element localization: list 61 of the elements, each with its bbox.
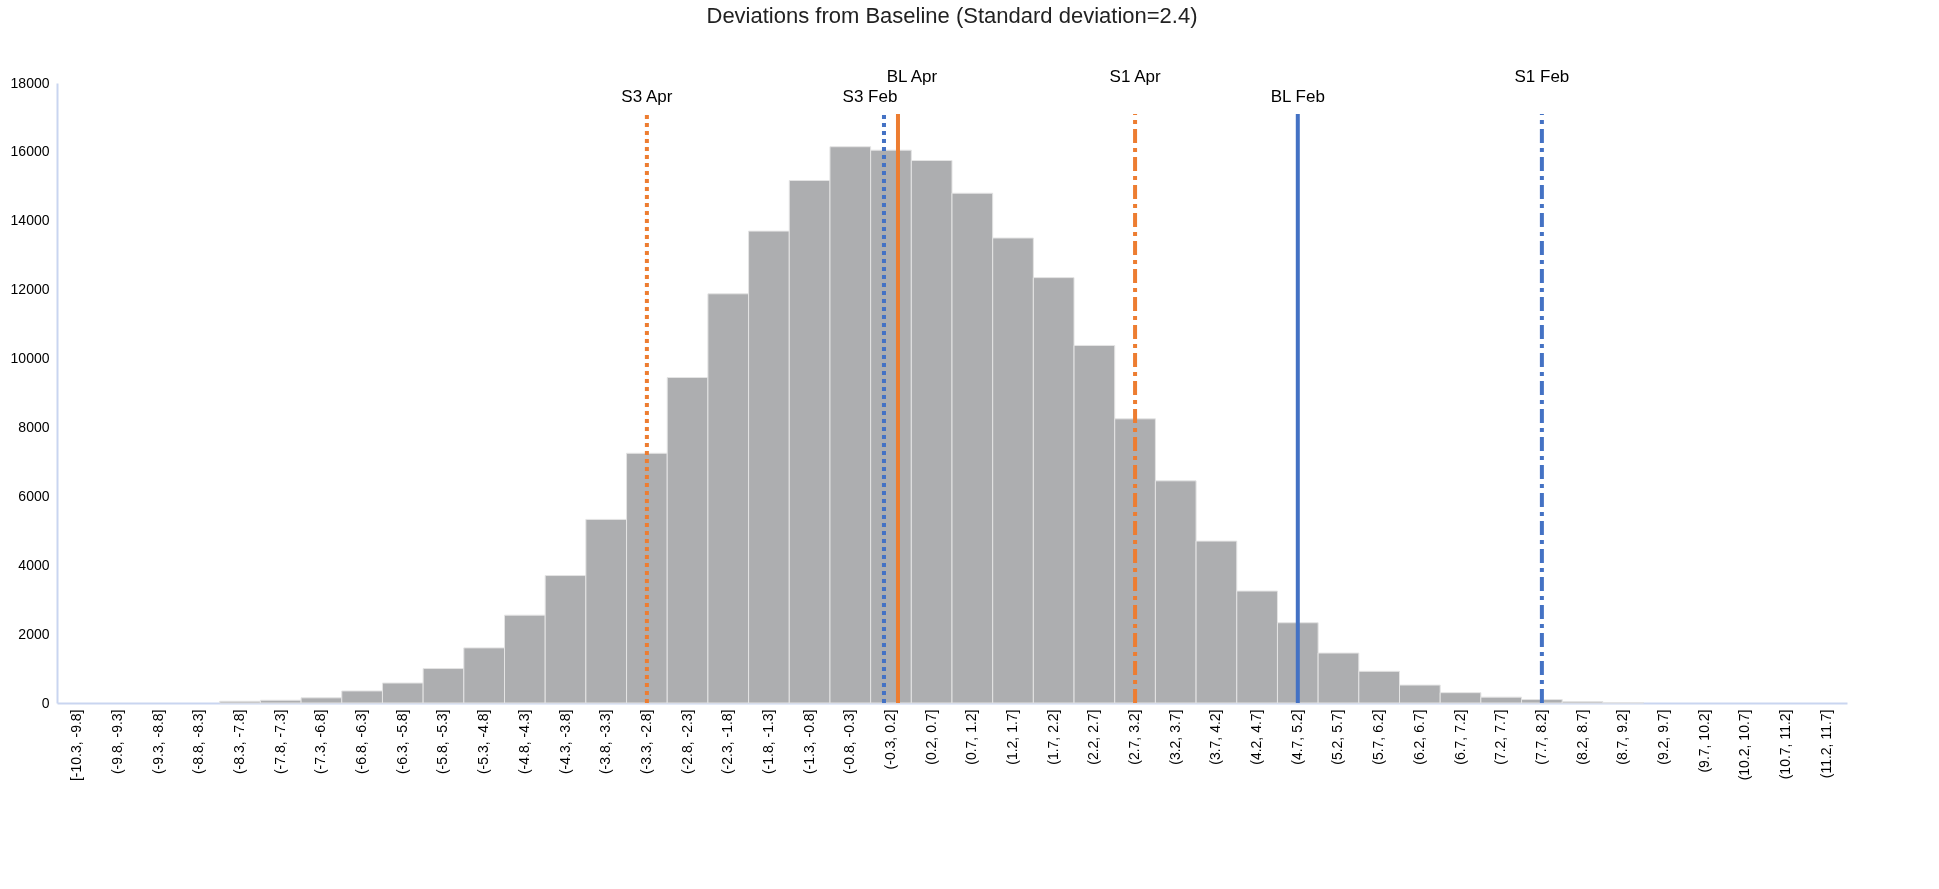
x-tick-label: (3.2, 3.7] (1166, 709, 1183, 765)
x-tick-label: (6.7, 7.2] (1451, 709, 1468, 765)
ref-line-label: S3 Feb (842, 87, 898, 106)
x-tick-label: (-6.8, -6.3] (353, 709, 370, 775)
ref-line-label: S1 Apr (1109, 67, 1161, 86)
x-tick-label: (11.2, 11.7] (1817, 709, 1834, 779)
x-tick-label: (-3.3, -2.8] (637, 709, 654, 775)
x-tick-label: (4.7, 5.2] (1288, 709, 1305, 765)
x-tick-label: (-1.8, -1.3] (759, 709, 776, 775)
y-tick-label: 4000 (18, 556, 50, 573)
ref-line-label: S3 Apr (621, 87, 673, 106)
x-tick-label: (0.7, 1.2] (963, 709, 980, 765)
x-tick-label: (6.2, 6.7] (1410, 709, 1427, 765)
y-tick-label: 12000 (10, 281, 50, 298)
x-tick-label: (-9.3, -8.8] (149, 709, 166, 775)
x-tick-label: (-0.8, -0.3] (841, 709, 858, 775)
x-tick-label: (10.7, 11.2] (1776, 709, 1793, 780)
x-tick-label: (5.2, 5.7] (1329, 709, 1346, 765)
x-tick-label: (1.7, 2.2] (1044, 709, 1061, 765)
x-tick-label: (8.7, 9.2] (1614, 709, 1631, 765)
x-tick-label: (-8.8, -8.3] (190, 709, 207, 775)
y-tick-label: 14000 (10, 212, 50, 229)
x-tick-label: (-7.8, -7.3] (271, 709, 288, 775)
x-tick-label: (-8.3, -7.8] (231, 709, 248, 775)
x-tick-label: (4.2, 4.7] (1248, 709, 1265, 765)
y-tick-label: 6000 (18, 487, 50, 504)
x-tick-label: (2.7, 3.2] (1126, 709, 1143, 765)
ref-line-label: BL Apr (886, 67, 938, 86)
x-tick-label: (-5.8, -5.3] (434, 709, 451, 775)
x-tick-label: (2.2, 2.7] (1085, 709, 1102, 765)
y-tick-label: 2000 (18, 625, 50, 642)
x-tick-label: (-6.3, -5.8] (393, 709, 410, 775)
x-tick-label: (-0.3, 0.2] (881, 709, 898, 770)
x-tick-label: (-9.8, -9.3] (109, 709, 126, 775)
x-tick-label: (7.2, 7.7] (1492, 709, 1509, 765)
y-tick-label: 10000 (10, 350, 50, 367)
x-tick-label: (5.7, 6.2] (1370, 709, 1387, 765)
x-tick-label: (-4.8, -4.3] (515, 709, 532, 775)
x-tick-label: (7.7, 8.2] (1532, 709, 1549, 765)
y-tick-label: 8000 (18, 418, 50, 435)
x-tick-label: (8.2, 8.7] (1573, 709, 1590, 765)
x-tick-label: (-1.3, -0.8] (800, 709, 817, 775)
x-tick-label: [-10.3, -9.8] (68, 709, 85, 782)
x-tick-label: (-7.3, -6.8] (312, 709, 329, 775)
chart-title: Deviations from Baseline (Standard deviation=2.4) (706, 3, 1198, 28)
y-tick-label: 18000 (10, 74, 50, 91)
x-tick-label: (-5.3, -4.8] (475, 709, 492, 775)
x-tick-label: (3.7, 4.2] (1207, 709, 1224, 765)
x-tick-label: (-2.8, -2.3] (678, 709, 695, 775)
ref-line-label: BL Feb (1270, 87, 1325, 106)
x-tick-label: (9.7, 10.2] (1695, 709, 1712, 773)
x-tick-label: (-2.3, -1.8] (719, 709, 736, 775)
ref-line-label: S1 Feb (1514, 67, 1570, 86)
y-tick-label: 0 (41, 694, 50, 711)
x-tick-label: (-3.8, -3.3] (597, 709, 614, 775)
x-tick-label: (-4.3, -3.8] (556, 709, 573, 775)
x-tick-label: (10.2, 10.7] (1736, 709, 1753, 781)
x-tick-label: (0.2, 0.7] (922, 709, 939, 765)
y-tick-label: 16000 (10, 143, 50, 160)
x-tick-label: (9.2, 9.7] (1654, 709, 1671, 765)
x-tick-label: (1.2, 1.7] (1004, 709, 1021, 765)
